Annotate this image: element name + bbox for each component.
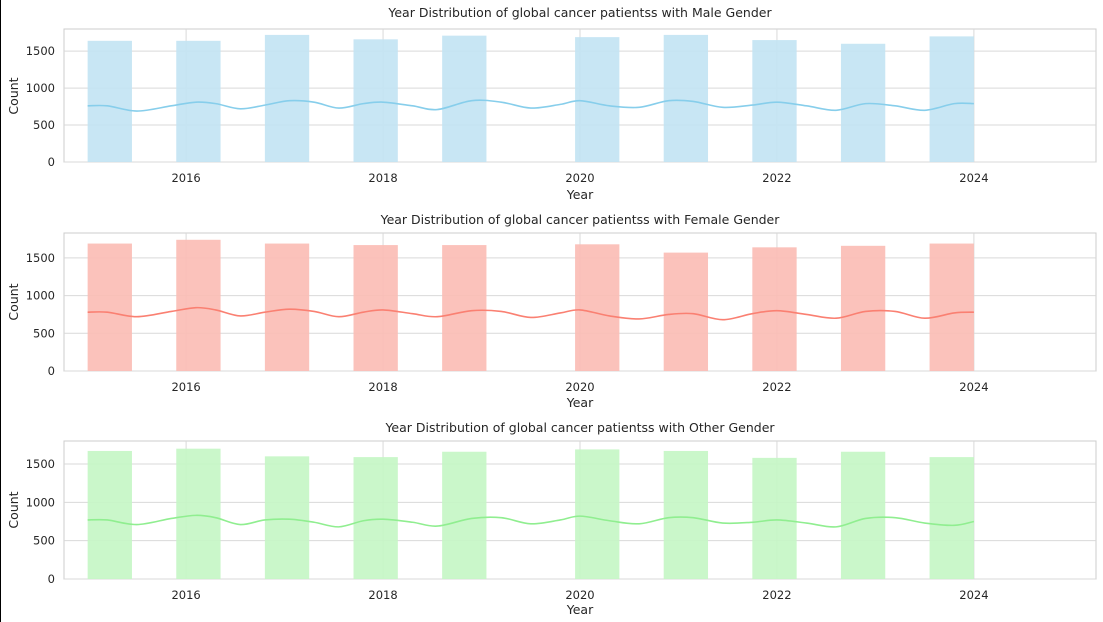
histogram-bar: [663, 450, 709, 579]
x-tick-label: 2024: [959, 380, 988, 394]
x-tick-label: 2018: [368, 588, 397, 602]
histogram-bar: [752, 247, 797, 371]
kde-line: [87, 306, 974, 321]
x-tick-label: 2016: [171, 588, 200, 602]
histogram-bar: [840, 43, 886, 162]
histogram-bar: [353, 245, 398, 371]
x-tick-label: 2022: [762, 380, 791, 394]
y-axis-label: Count: [6, 491, 21, 528]
histogram-bar: [176, 239, 221, 371]
y-tick-label: 500: [33, 534, 55, 548]
histogram-bar: [87, 243, 132, 371]
y-tick-label: 0: [48, 155, 55, 169]
histogram-bar: [840, 451, 886, 579]
histogram-bar: [264, 456, 310, 579]
x-tick-label: 2022: [762, 588, 791, 602]
histogram-bar: [442, 245, 487, 371]
histogram-bar: [840, 245, 886, 371]
x-axis-label: Year: [566, 395, 594, 410]
subplot-3: 0 500 1000 1500 2016 2018 2020 2022 2024 Year Dis…: [6, 420, 1097, 617]
y-tick-label: 0: [48, 572, 55, 586]
histogram-bar: [87, 40, 132, 163]
x-tick-label: 2016: [171, 171, 200, 185]
x-tick-label: 2020: [565, 171, 594, 185]
chart-title: Year Distribution of global cancer patie…: [384, 420, 775, 435]
histogram-bar: [575, 244, 620, 371]
histogram-bar: [353, 39, 398, 162]
histogram-bar: [442, 35, 487, 162]
histogram-bar: [264, 34, 310, 162]
x-tick-label: 2024: [959, 171, 988, 185]
histogram-bar: [752, 40, 797, 163]
y-tick-label: 500: [33, 326, 55, 340]
chart-title: Year Distribution of global cancer patie…: [380, 212, 781, 227]
x-tick-label: 2020: [565, 380, 594, 394]
y-tick-label: 0: [48, 364, 55, 378]
histogram-bar: [929, 243, 974, 371]
x-tick-label: 2020: [565, 588, 594, 602]
x-axis-label: Year: [566, 187, 594, 202]
histogram-bar: [176, 448, 221, 579]
x-tick-label: 2022: [762, 171, 791, 185]
histogram-bar: [442, 451, 487, 579]
subplot-1: 0 500 1000 1500 2016 2018 2020 2022 2024 Year Dis…: [6, 5, 1097, 202]
subplot-2: 0 500 1000 1500 2016 2018 2020 2022 2024 Year Dis…: [6, 212, 1097, 410]
x-tick-label: 2018: [368, 171, 397, 185]
histogram-bar: [929, 457, 974, 579]
y-tick-label: 500: [33, 118, 55, 132]
x-tick-label: 2018: [368, 380, 397, 394]
histogram-bar: [353, 457, 398, 579]
x-axis-label: Year: [566, 602, 594, 617]
y-axis-label: Count: [6, 283, 21, 320]
kde-line: [87, 99, 974, 112]
histogram-bar: [264, 243, 310, 371]
histogram-bar: [663, 252, 709, 371]
y-tick-label: 1500: [26, 44, 55, 58]
x-tick-label: 2024: [959, 588, 988, 602]
y-tick-label: 1000: [26, 495, 55, 509]
y-tick-label: 1000: [26, 289, 55, 303]
y-tick-label: 1500: [26, 457, 55, 471]
histogram-bar: [575, 449, 620, 579]
histogram-bar: [575, 37, 620, 162]
y-axis-label: Count: [6, 77, 21, 114]
histogram-bar: [87, 450, 132, 579]
histogram-bar: [663, 34, 709, 162]
kde-line: [87, 514, 975, 528]
x-tick-label: 2016: [171, 380, 200, 394]
chart-title: Year Distribution of global cancer patie…: [387, 5, 772, 20]
histogram-bar: [929, 36, 974, 163]
histogram-bar: [752, 457, 797, 579]
y-tick-label: 1000: [26, 81, 55, 95]
y-tick-label: 1500: [26, 251, 55, 265]
